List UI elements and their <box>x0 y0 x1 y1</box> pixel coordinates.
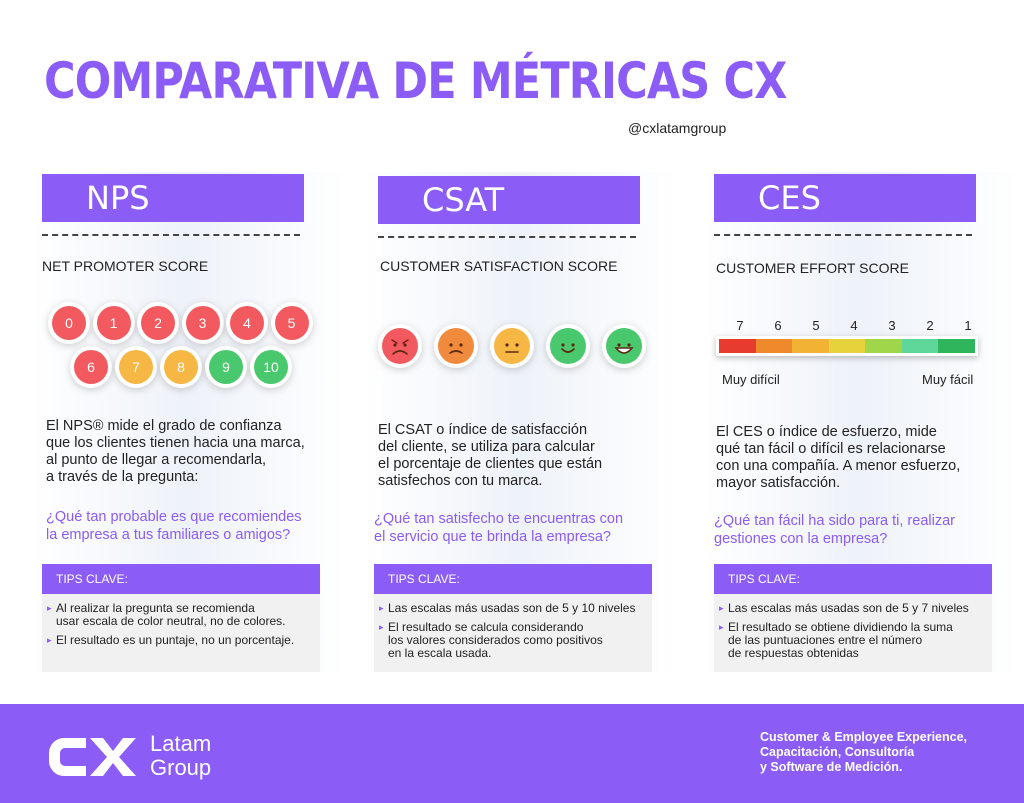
tip-item: El resultado es un puntaje, no un porcen… <box>42 634 316 648</box>
desc-line: con una compañía. A menor esfuerzo, <box>716 458 961 474</box>
ces-label-left: Muy difícil <box>722 372 780 387</box>
footer-tagline: Customer & Employee Experience, Capacita… <box>760 730 968 774</box>
nps-score-4: 4 <box>230 306 264 340</box>
logo-text: Latam Group <box>150 731 212 780</box>
question-line: ¿Qué tan fácil ha sido para ti, realizar <box>714 513 955 529</box>
tips-title: TIPS CLAVE: <box>374 564 652 594</box>
desc-line: mayor satisfacción. <box>716 475 841 491</box>
ces-score-6: 6 <box>774 318 782 333</box>
ces-score-1: 1 <box>964 318 972 333</box>
sad-face-icon <box>438 328 474 364</box>
desc-line: El NPS® mide el grado de confianza <box>46 418 282 434</box>
ces-scale-bar <box>716 336 978 356</box>
nps-column: NPS NET PROMOTER SCORE 0 1 2 3 4 5 6 7 8 9 10 El N… <box>30 172 346 672</box>
angry-face-icon <box>382 328 418 364</box>
neutral-face-icon <box>494 328 530 364</box>
footer: Latam Group Customer & Employee Experien… <box>0 704 1024 803</box>
desc-line: al punto de llegar a recomendarla, <box>46 452 267 468</box>
desc-line: que los clientes tienen hacia una marca, <box>46 435 305 451</box>
divider <box>42 234 300 236</box>
tips-title: TIPS CLAVE: <box>42 564 320 594</box>
desc-line: del cliente, se utiliza para calcular <box>378 439 595 455</box>
nps-header: NPS <box>42 174 304 222</box>
nps-score-0: 0 <box>52 306 86 340</box>
tips-title: TIPS CLAVE: <box>714 564 992 594</box>
desc-line: qué tan fácil o difícil es relacionarse <box>716 441 946 457</box>
ces-score-4: 4 <box>850 318 858 333</box>
csat-description: El CSAT o índice de satisfacción del cli… <box>378 422 668 490</box>
nps-question: ¿Qué tan probable es que recomiendes la … <box>46 508 346 544</box>
ces-segment-3 <box>865 339 902 353</box>
social-handle: @cxlatamgroup <box>628 120 727 136</box>
ces-segment-7 <box>719 339 756 353</box>
ces-label-right: Muy fácil <box>922 372 974 387</box>
nps-score-9: 9 <box>209 350 243 384</box>
question-line: el servicio que te brinda la empresa? <box>374 529 611 545</box>
nps-subtitle: NET PROMOTER SCORE <box>42 258 209 274</box>
ces-segment-6 <box>755 339 793 353</box>
page-title: COMPARATIVA DE MÉTRICAS CX <box>44 52 787 110</box>
csat-subtitle: CUSTOMER SATISFACTION SCORE <box>380 258 618 274</box>
tip-item: El resultado se calcula considerando los… <box>374 621 648 660</box>
ces-score-7: 7 <box>736 318 744 333</box>
question-line: ¿Qué tan probable es que recomiendes <box>46 509 302 525</box>
ces-segment-4 <box>828 339 866 353</box>
ces-column: CES CUSTOMER EFFORT SCORE 7 6 5 4 3 2 1 Muy di… <box>702 172 1018 672</box>
ces-description: El CES o índice de esfuerzo, mide qué ta… <box>716 424 1006 492</box>
csat-question: ¿Qué tan satisfecho te encuentras con el… <box>374 510 674 546</box>
nps-score-6: 6 <box>74 350 108 384</box>
tip-item: El resultado se obtiene dividiendo la su… <box>714 621 988 660</box>
cx-logo-icon <box>49 738 136 776</box>
tip-item: Las escalas más usadas son de 5 y 10 niv… <box>374 602 648 616</box>
nps-score-5: 5 <box>274 306 309 340</box>
nps-score-2: 2 <box>141 306 175 340</box>
divider <box>378 236 636 238</box>
nps-score-7: 7 <box>119 350 153 384</box>
nps-score-1: 1 <box>96 306 131 340</box>
ces-segment-2 <box>901 339 939 353</box>
question-line: gestiones con la empresa? <box>714 531 888 547</box>
ces-score-5: 5 <box>812 318 820 333</box>
nps-description: El NPS® mide el grado de confianza que l… <box>46 418 336 486</box>
divider <box>714 234 972 236</box>
csat-tips: TIPS CLAVE: Las escalas más usadas son d… <box>374 564 652 672</box>
happy-face-icon <box>606 328 642 364</box>
tip-item: Las escalas más usadas son de 5 y 7 nive… <box>714 602 988 616</box>
csat-header: CSAT <box>378 176 640 224</box>
nps-tips: TIPS CLAVE: Al realizar la pregunta se r… <box>42 564 320 672</box>
question-line: ¿Qué tan satisfecho te encuentras con <box>374 511 624 527</box>
tip-item: Al realizar la pregunta se recomienda us… <box>42 602 316 628</box>
ces-segment-1 <box>938 339 976 353</box>
nps-score-10: 10 <box>254 350 288 384</box>
nps-score-3: 3 <box>185 306 220 340</box>
smile-face-icon <box>550 328 586 364</box>
ces-score-2: 2 <box>926 318 934 333</box>
ces-subtitle: CUSTOMER EFFORT SCORE <box>716 260 909 276</box>
csat-column: CSAT CUSTOMER SATISFACTION SCORE El CSAT… <box>362 172 678 672</box>
desc-line: a través de la pregunta: <box>46 469 199 485</box>
question-line: la empresa a tus familiares o amigos? <box>46 527 291 543</box>
ces-tips: TIPS CLAVE: Las escalas más usadas son d… <box>714 564 992 672</box>
desc-line: El CSAT o índice de satisfacción <box>378 422 588 438</box>
desc-line: satisfechos con tu marca. <box>378 473 543 489</box>
nps-score-8: 8 <box>164 350 198 384</box>
desc-line: El CES o índice de esfuerzo, mide <box>716 424 937 440</box>
ces-question: ¿Qué tan fácil ha sido para ti, realizar… <box>714 512 1014 548</box>
ces-score-3: 3 <box>888 318 896 333</box>
desc-line: el porcentaje de clientes que están <box>378 456 603 472</box>
ces-segment-5 <box>792 339 829 353</box>
ces-header: CES <box>714 174 976 222</box>
